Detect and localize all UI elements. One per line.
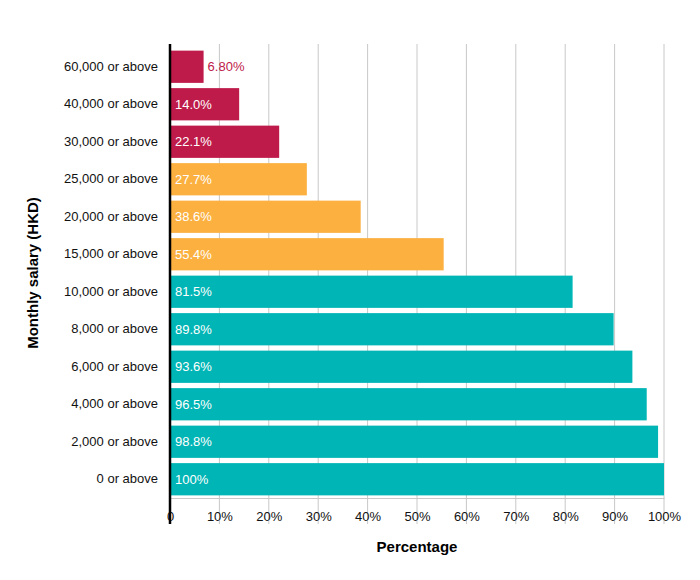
y-tick: 20,000 or above — [64, 209, 170, 224]
x-tick-label: 100% — [648, 509, 682, 524]
y-tick-label: 30,000 or above — [64, 134, 158, 149]
chart: 6.80% 14.0% 22.1% 27.7% 38.6% 55.4% 81.5% 89.8%… — [0, 0, 700, 580]
data-label: 96.5% — [175, 397, 212, 412]
bar — [170, 276, 573, 308]
grid — [170, 44, 664, 524]
data-label: 81.5% — [175, 284, 212, 299]
y-tick-label: 60,000 or above — [64, 59, 158, 74]
x-tick-label: 10% — [207, 509, 233, 524]
y-tick: 60,000 or above — [64, 59, 170, 74]
y-tick-label: 0 or above — [97, 471, 158, 486]
y-tick-label: 10,000 or above — [64, 284, 158, 299]
x-tick-label: 30% — [306, 509, 332, 524]
y-tick: 40,000 or above — [64, 96, 170, 111]
x-tick: 90% — [602, 498, 628, 524]
y-tick: 6,000 or above — [71, 359, 170, 374]
data-label: 6.80% — [208, 59, 245, 74]
x-tick: 100% — [648, 498, 682, 524]
y-tick: 0 or above — [97, 471, 170, 486]
x-tick-label: 90% — [602, 509, 628, 524]
y-tick: 15,000 or above — [64, 246, 170, 261]
x-axis-title: Percentage — [377, 538, 458, 555]
y-tick-label: 15,000 or above — [64, 246, 158, 261]
plot: 6.80% 14.0% 22.1% 27.7% 38.6% 55.4% 81.5% 89.8%… — [64, 44, 682, 524]
y-tick-label: 4,000 or above — [71, 396, 158, 411]
y-tick: 4,000 or above — [71, 396, 170, 411]
y-tick: 30,000 or above — [64, 134, 170, 149]
bar — [170, 313, 614, 345]
y-axis-title: Monthly salary (HKD) — [24, 197, 41, 349]
x-tick-label: 50% — [404, 509, 430, 524]
y-tick: 2,000 or above — [71, 434, 170, 449]
data-label: 38.6% — [175, 209, 212, 224]
x-tick: 20% — [256, 498, 282, 524]
x-tick-label: 40% — [355, 509, 381, 524]
y-tick-label: 20,000 or above — [64, 209, 158, 224]
data-label: 98.8% — [175, 434, 212, 449]
y-axis: 60,000 or above 40,000 or above 30,000 or … — [64, 59, 170, 487]
data-label: 93.6% — [175, 359, 212, 374]
x-tick: 10% — [207, 498, 233, 524]
y-tick: 10,000 or above — [64, 284, 170, 299]
bar — [170, 88, 239, 120]
bar — [170, 463, 664, 495]
bar — [170, 163, 307, 195]
y-tick-label: 40,000 or above — [64, 96, 158, 111]
y-tick: 8,000 or above — [71, 321, 170, 336]
x-tick: 50% — [404, 498, 430, 524]
x-tick-label: 60% — [454, 509, 480, 524]
bars — [170, 51, 664, 496]
x-tick: 40% — [355, 498, 381, 524]
x-tick: 60% — [454, 498, 480, 524]
grid-line — [170, 44, 171, 524]
data-label: 100% — [175, 472, 209, 487]
data-label: 27.7% — [175, 172, 212, 187]
bar — [170, 51, 204, 83]
bar — [170, 126, 279, 158]
data-label: 22.1% — [175, 134, 212, 149]
y-tick-label: 25,000 or above — [64, 171, 158, 186]
x-tick-label: 20% — [256, 509, 282, 524]
grid-line — [664, 44, 665, 524]
bar — [170, 388, 647, 420]
x-tick-label: 80% — [553, 509, 579, 524]
x-tick: 70% — [503, 498, 529, 524]
y-tick-label: 6,000 or above — [71, 359, 158, 374]
x-tick-label: 70% — [503, 509, 529, 524]
y-tick-label: 8,000 or above — [71, 321, 158, 336]
x-axis: 010%20%30%40%50%60%70%80%90%100% — [167, 498, 682, 524]
y-tick-label: 2,000 or above — [71, 434, 158, 449]
y-tick: 25,000 or above — [64, 171, 170, 186]
x-axis-line — [171, 498, 665, 499]
data-label: 14.0% — [175, 97, 212, 112]
bar — [170, 201, 361, 233]
bar — [170, 238, 444, 270]
x-tick: 30% — [306, 498, 332, 524]
data-labels: 6.80% 14.0% 22.1% 27.7% 38.6% 55.4% 81.5% 89.8%… — [175, 59, 245, 487]
data-label: 55.4% — [175, 247, 212, 262]
y-axis-line — [169, 44, 172, 524]
x-tick: 80% — [553, 498, 579, 524]
bar — [170, 351, 632, 383]
bar — [170, 426, 658, 458]
data-label: 89.8% — [175, 322, 212, 337]
